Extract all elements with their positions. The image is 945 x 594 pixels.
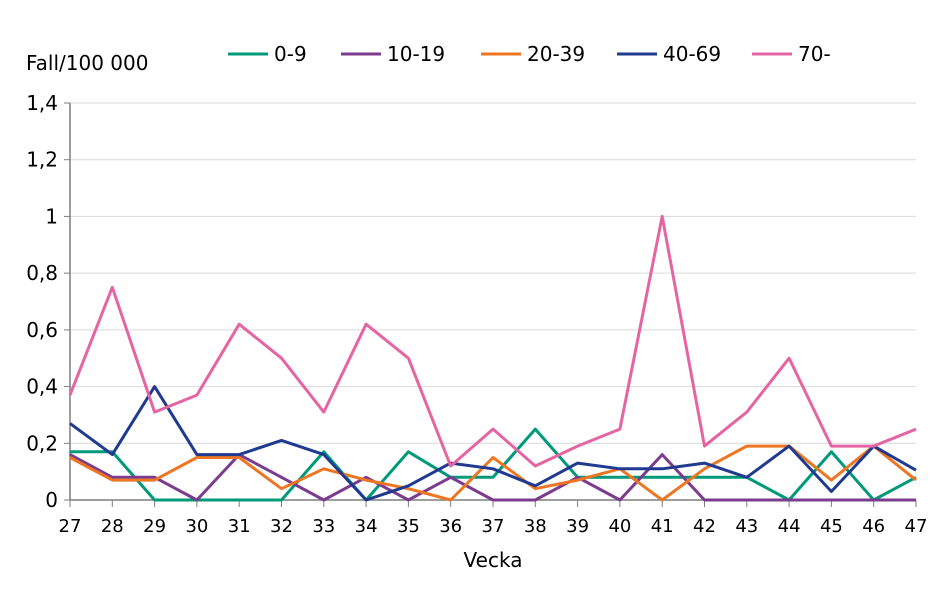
legend-label: 10-19 [387, 42, 445, 66]
x-tick-label: 47 [905, 516, 928, 537]
x-axis-label: Vecka [464, 548, 523, 572]
x-tick-label: 35 [397, 516, 420, 537]
axes: 0 0,2 0,4 0,6 0,8 1 1,2 1,4 27 28 29 30 31 32 33 34 35 36… [26, 91, 927, 537]
y-tick-label: 0,4 [26, 375, 58, 399]
x-tick-label: 41 [651, 516, 674, 537]
legend-label: 0-9 [274, 42, 307, 66]
x-tick-label: 40 [608, 516, 631, 537]
x-tick-label: 34 [355, 516, 378, 537]
x-tick-label: 37 [482, 516, 505, 537]
x-tick-label: 33 [312, 516, 335, 537]
x-tick-label: 46 [862, 516, 885, 537]
x-tick-label: 32 [270, 516, 293, 537]
x-tick-label: 30 [185, 516, 208, 537]
legend-label: 40-69 [663, 42, 721, 66]
y-tick-label: 0 [45, 488, 58, 512]
legend-label: 70- [798, 42, 831, 66]
x-tick-label: 43 [735, 516, 758, 537]
x-tick-label: 38 [524, 516, 547, 537]
series-lines [70, 216, 916, 500]
x-tick-label: 45 [820, 516, 843, 537]
y-tick-label: 1 [45, 204, 58, 228]
y-tick-label: 0,8 [26, 261, 58, 285]
x-tick-label: 29 [143, 516, 166, 537]
x-tick-label: 31 [228, 516, 251, 537]
x-tick-label: 42 [693, 516, 716, 537]
x-tick-label: 36 [439, 516, 462, 537]
y-tick-label: 1,2 [26, 148, 58, 172]
y-tick-label: 0,6 [26, 318, 58, 342]
legend-label: 20-39 [527, 42, 585, 66]
x-tick-label: 39 [566, 516, 589, 537]
legend: 0-9 10-19 20-39 40-69 70- [228, 42, 831, 66]
x-tick-label: 28 [101, 516, 124, 537]
y-tick-label: 1,4 [26, 91, 58, 115]
series-line-70- [70, 216, 916, 466]
x-tick-label: 44 [778, 516, 801, 537]
series-line-0-9 [70, 429, 916, 500]
y-tick-label: 0,2 [26, 431, 58, 455]
x-tick-label: 27 [59, 516, 82, 537]
y-axis-label: Fall/100 000 [26, 51, 148, 75]
